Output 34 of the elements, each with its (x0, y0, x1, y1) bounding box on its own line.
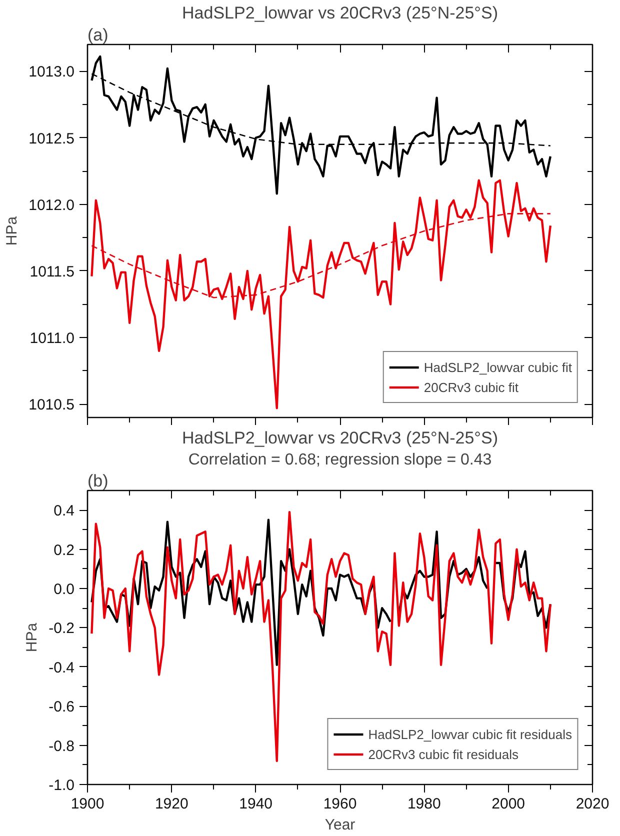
x-tick-label: 2020 (576, 796, 610, 812)
y-tick-label: -0.4 (48, 659, 75, 676)
chart-title: HadSLP2_lowvar vs 20CRv3 (25°N-25°S) (182, 428, 498, 448)
chart-title: HadSLP2_lowvar vs 20CRv3 (25°N-25°S) (182, 4, 498, 22)
y-tick-label: 1012.5 (28, 130, 75, 148)
x-tick-label: 1940 (239, 796, 273, 812)
y-tick-label: 1012.0 (28, 196, 75, 214)
legend-label: 20CRv3 cubic fit residuals (368, 746, 519, 762)
y-tick-label: 1011.0 (30, 330, 74, 348)
y-tick-label: -0.6 (48, 698, 75, 716)
text: (b) (88, 472, 108, 490)
text: (a) (88, 26, 108, 44)
y-tick-label: 0.4 (54, 502, 75, 520)
y-tick-label: 0.0 (54, 581, 75, 598)
x-axis-title: Year (324, 816, 356, 834)
y-axis-title: HPa (24, 622, 41, 652)
x-tick-label: 1980 (407, 796, 441, 812)
chart-subtitle: Correlation = 0.68; regression slope = 0.43 (188, 452, 492, 468)
y-axis-title: HPa (4, 216, 21, 246)
y-tick-label: -0.2 (48, 620, 75, 638)
legend-label: HadSLP2_lowvar cubic fit (424, 360, 572, 374)
x-tick-label: 1920 (154, 796, 188, 812)
legend-label: 20CRv3 cubic fit (424, 380, 519, 394)
line-series (90, 55, 552, 195)
y-tick-label: -1.0 (48, 777, 75, 794)
legend-label: HadSLP2_lowvar cubic fit residuals (368, 726, 572, 742)
x-tick-label: 1960 (323, 796, 357, 812)
y-tick-label: 0.2 (54, 542, 75, 559)
y-tick-label: 1011.5 (30, 263, 74, 280)
x-tick-label: 2000 (492, 796, 526, 812)
y-tick-label: 1010.5 (28, 396, 75, 414)
y-tick-label: 1013.0 (28, 64, 75, 81)
x-tick-label: 1900 (70, 796, 104, 812)
y-tick-label: -0.8 (48, 738, 75, 755)
